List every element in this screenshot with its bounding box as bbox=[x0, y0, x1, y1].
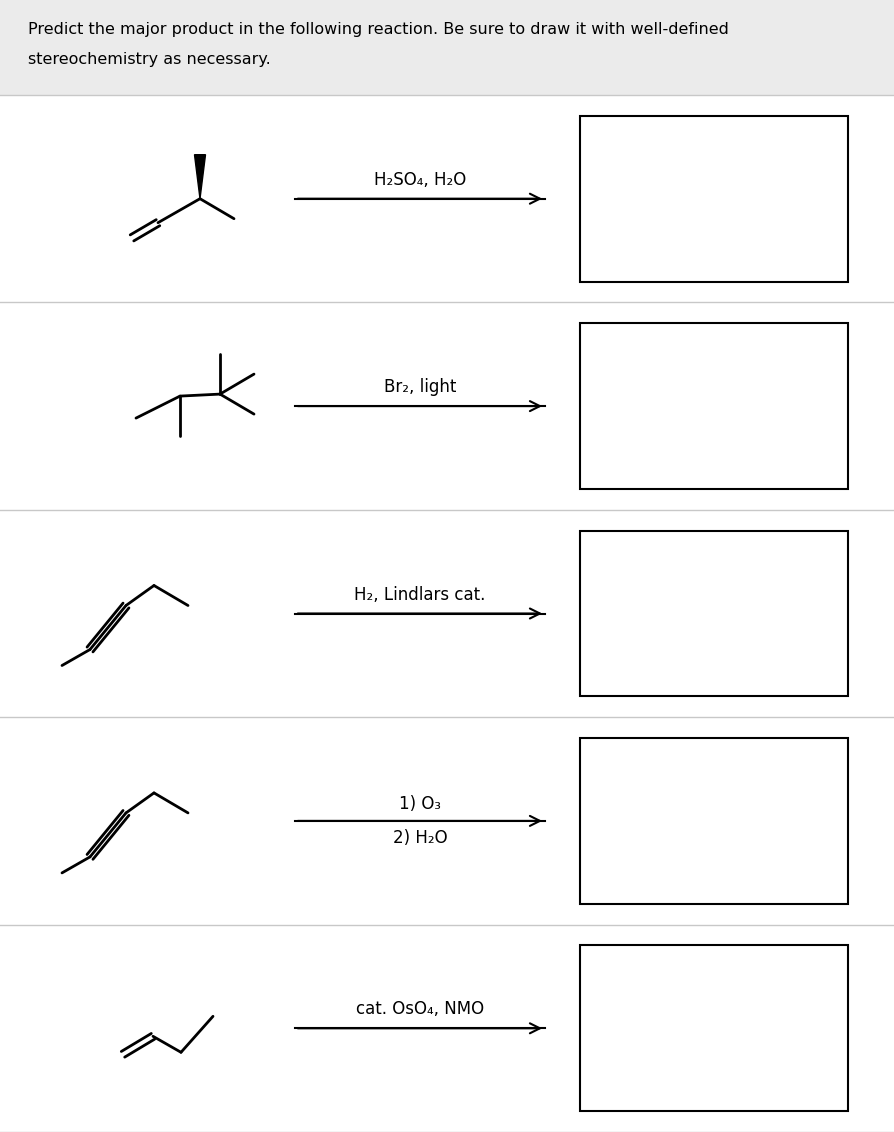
Bar bbox=[580, 945, 848, 1112]
Bar bbox=[0, 925, 894, 1132]
Text: 2) H₂O: 2) H₂O bbox=[392, 829, 447, 847]
Text: stereochemistry as necessary.: stereochemistry as necessary. bbox=[28, 52, 271, 67]
Text: H₂, Lindlars cat.: H₂, Lindlars cat. bbox=[354, 585, 485, 603]
Bar bbox=[580, 531, 848, 696]
Bar bbox=[0, 718, 894, 925]
Polygon shape bbox=[195, 155, 206, 199]
Text: Br₂, light: Br₂, light bbox=[384, 378, 456, 396]
Bar bbox=[580, 115, 848, 282]
Bar bbox=[0, 302, 894, 509]
Text: 1) O₃: 1) O₃ bbox=[399, 795, 441, 813]
Bar bbox=[0, 0, 894, 95]
Text: Predict the major product in the following reaction. Be sure to draw it with wel: Predict the major product in the followi… bbox=[28, 22, 729, 37]
Bar bbox=[580, 323, 848, 489]
Text: H₂SO₄, H₂O: H₂SO₄, H₂O bbox=[374, 171, 466, 189]
Bar bbox=[0, 95, 894, 302]
Bar bbox=[0, 509, 894, 718]
Bar bbox=[580, 738, 848, 903]
Text: cat. OsO₄, NMO: cat. OsO₄, NMO bbox=[356, 1001, 484, 1019]
